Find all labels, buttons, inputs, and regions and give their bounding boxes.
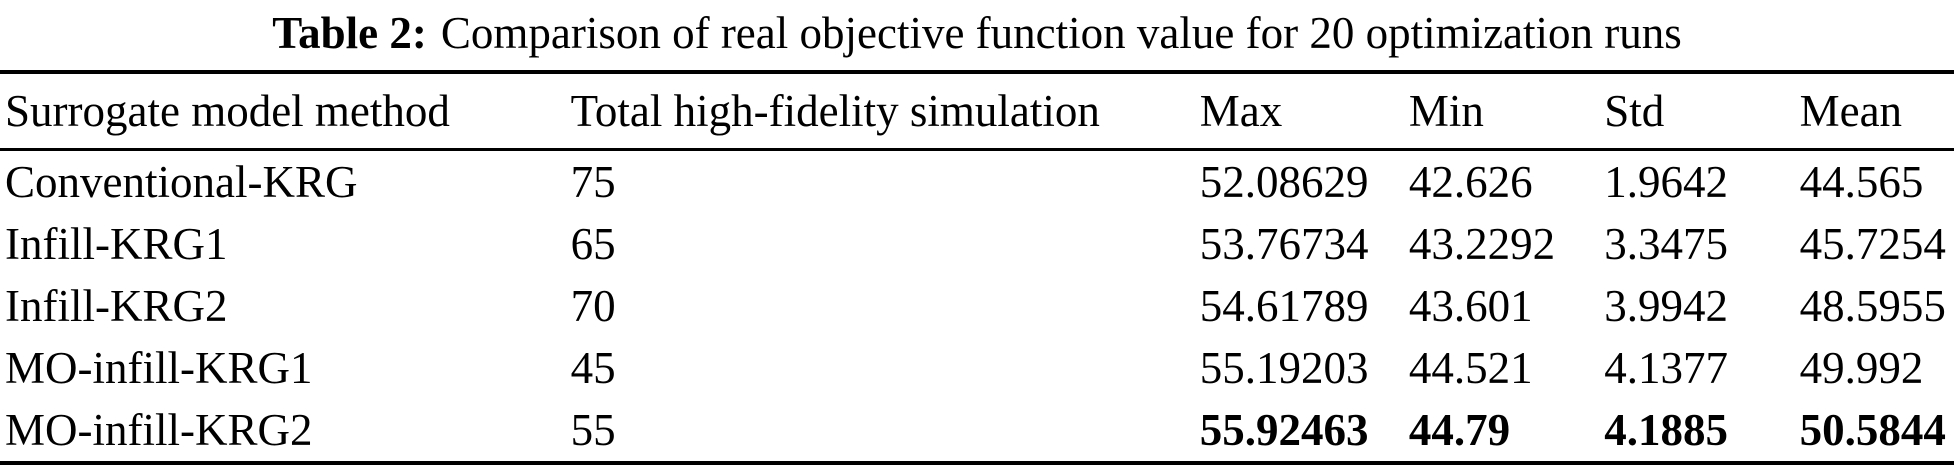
cell-simulations: 55: [570, 405, 616, 455]
table-row-conventional-krg: Conventional-KRG 75 52.08629 42.626 1.96…: [0, 150, 1954, 214]
cell-min: 42.626: [1408, 157, 1533, 207]
col-header-method: Surrogate model method: [0, 72, 571, 151]
cell-std: 4.1377: [1604, 343, 1728, 393]
cell-std: 3.9942: [1604, 281, 1728, 331]
cell-mean: 45.7254: [1799, 219, 1946, 269]
col-header-min: Min: [1408, 72, 1605, 151]
cell-simulations: 65: [570, 219, 616, 269]
cell-method: Conventional-KRG: [5, 157, 358, 207]
cell-min: 43.2292: [1408, 219, 1556, 269]
cell-min: 44.79: [1408, 405, 1511, 455]
cell-max: 52.08629: [1199, 157, 1369, 207]
cell-std: 3.3475: [1604, 219, 1728, 269]
cell-mean: 48.5955: [1799, 281, 1946, 331]
cell-std: 4.1885: [1604, 405, 1728, 455]
table-caption-text: Comparison of real objective function va…: [440, 8, 1682, 58]
cell-min: 44.521: [1408, 343, 1533, 393]
cell-max: 54.61789: [1199, 281, 1369, 331]
cell-method: MO-infill-KRG2: [5, 405, 313, 455]
cell-mean: 49.992: [1799, 343, 1924, 393]
table-body: Conventional-KRG 75 52.08629 42.626 1.96…: [0, 150, 1954, 464]
col-header-simulations: Total high-fidelity simulation: [570, 72, 1200, 151]
table-row-infill-krg2: Infill-KRG2 70 54.61789 43.601 3.9942 48…: [0, 275, 1954, 337]
table-row-mo-infill-krg1: MO-infill-KRG1 45 55.19203 44.521 4.1377…: [0, 337, 1954, 399]
cell-simulations: 45: [570, 343, 616, 393]
cell-method: Infill-KRG1: [5, 219, 228, 269]
results-table: Surrogate model method Total high-fideli…: [0, 70, 1954, 465]
cell-mean: 44.565: [1799, 157, 1924, 207]
table-caption: Table 2: Comparison of real objective fun…: [0, 0, 1954, 70]
cell-mean: 50.5844: [1799, 405, 1946, 455]
table-header: Surrogate model method Total high-fideli…: [0, 72, 1954, 151]
cell-min: 43.601: [1408, 281, 1533, 331]
col-header-mean: Mean: [1799, 72, 1954, 151]
table-caption-label: Table 2:: [272, 8, 427, 58]
cell-simulations: 70: [570, 281, 616, 331]
cell-method: MO-infill-KRG1: [5, 343, 313, 393]
cell-max: 55.92463: [1199, 405, 1369, 455]
cell-max: 53.76734: [1199, 219, 1369, 269]
table-row-infill-krg1: Infill-KRG1 65 53.76734 43.2292 3.3475 4…: [0, 213, 1954, 275]
col-header-std: Std: [1604, 72, 1800, 151]
cell-simulations: 75: [570, 157, 616, 207]
cell-method: Infill-KRG2: [5, 281, 228, 331]
col-header-max: Max: [1199, 72, 1409, 151]
cell-max: 55.19203: [1199, 343, 1369, 393]
cell-std: 1.9642: [1604, 157, 1728, 207]
table-row-mo-infill-krg2: MO-infill-KRG2 55 55.92463 44.79 4.1885 …: [0, 399, 1954, 463]
header-row: Surrogate model method Total high-fideli…: [0, 72, 1954, 151]
